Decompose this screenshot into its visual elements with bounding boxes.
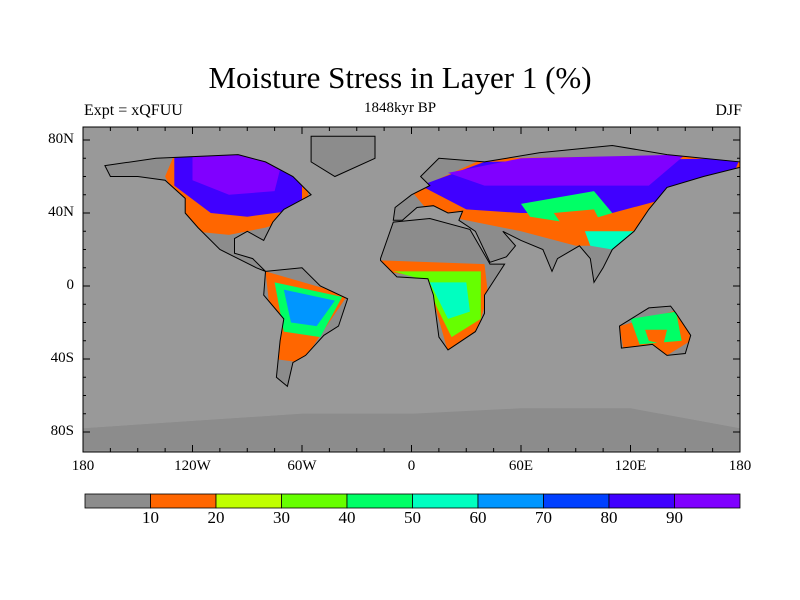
moisture-stress-field (165, 154, 740, 363)
field-region (283, 289, 335, 327)
field-region (584, 231, 635, 250)
experiment-label: Expt = xQFUU (84, 102, 183, 119)
lat-tick-label: 80S (50, 423, 74, 439)
colorbar-label: 10 (142, 508, 159, 527)
colorbar-label: 90 (666, 508, 683, 527)
lon-tick-label: 180 (71, 458, 95, 474)
lon-tick-label: 120W (174, 458, 211, 474)
period-label: 1848kyr BP (363, 100, 437, 116)
lat-tick-label: 80N (48, 131, 74, 147)
lon-tick-label: 60E (508, 458, 534, 474)
field-region (553, 209, 604, 232)
colorbar-swatch (84, 493, 151, 509)
lon-tick-label: 0 (407, 458, 416, 474)
lat-tick-label: 40N (48, 204, 74, 220)
field-region (645, 329, 667, 345)
colorbar-label: 50 (404, 508, 421, 527)
land-greenland (311, 136, 375, 177)
colorbar-swatch (215, 493, 282, 509)
field-region (429, 282, 470, 319)
colorbar-swatch (674, 493, 741, 509)
colorbar-swatch (346, 493, 413, 509)
field-region (630, 311, 682, 345)
field-region (192, 154, 284, 195)
lon-tick-label: 180 (728, 458, 752, 474)
colorbar-label: 60 (469, 508, 487, 527)
coastline-australia (618, 305, 692, 356)
lat-tick-label: 0 (66, 277, 75, 293)
coastline-greenland (310, 135, 376, 178)
colorbar-label: 40 (338, 508, 356, 527)
coastline-africa (380, 217, 506, 351)
coastline-eurasia (392, 144, 741, 284)
colorbar-label: 70 (535, 508, 552, 527)
colorbar-swatch (150, 493, 217, 509)
lat-tick-label: 40S (50, 350, 74, 366)
coastline-south-america (263, 267, 349, 388)
coastline-north-america (104, 154, 312, 272)
colorbar-swatch (477, 493, 544, 509)
colorbar-swatch (543, 493, 610, 509)
field-region (448, 154, 686, 186)
colorbar-swatch (412, 493, 479, 509)
colorbar-label: 20 (207, 508, 225, 527)
season-label: DJF (715, 102, 742, 119)
colorbar-swatch (281, 493, 348, 509)
lon-tick-label: 120E (614, 458, 647, 474)
colorbar-swatch (608, 493, 675, 509)
figure-title: Moisture Stress in Layer 1 (%) (208, 60, 592, 95)
colorbar-label: 80 (600, 508, 618, 527)
colorbar-label: 30 (273, 508, 290, 527)
lon-tick-label: 60W (287, 458, 317, 474)
